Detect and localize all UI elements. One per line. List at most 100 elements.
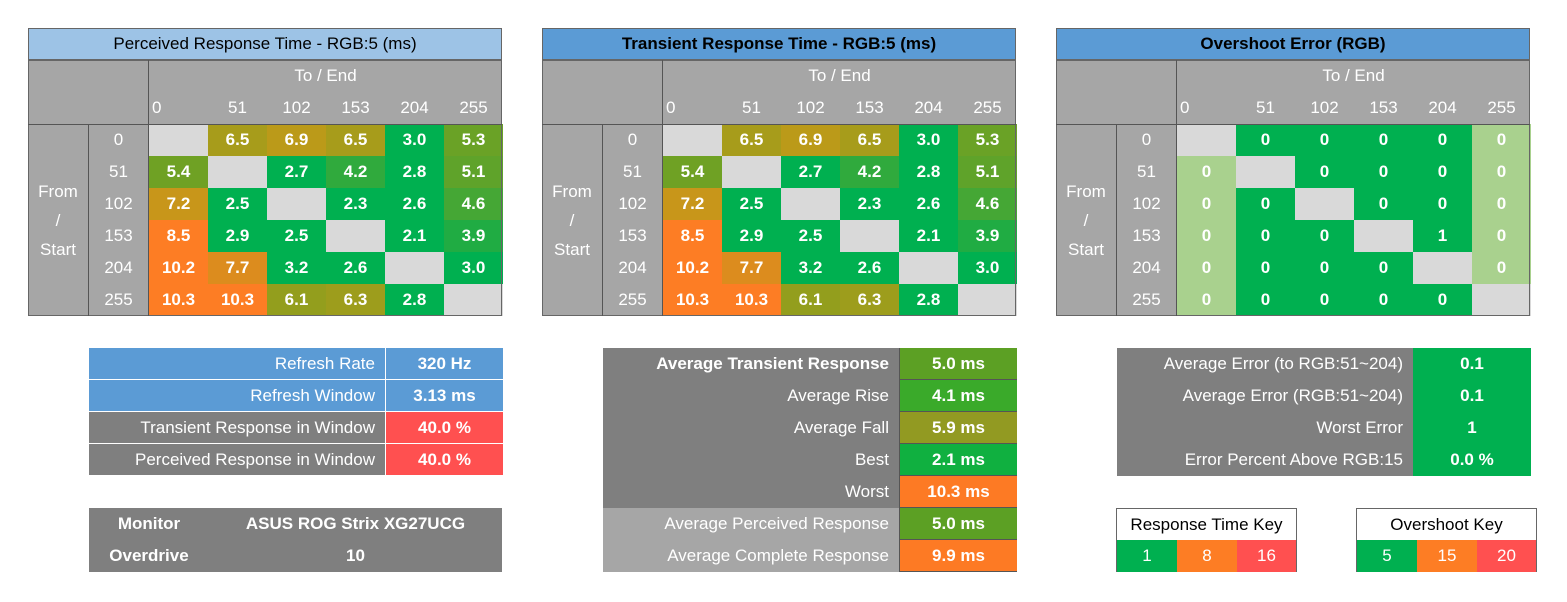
matrix-diagonal-cell — [1354, 220, 1413, 252]
matrix-value-cell: 6.3 — [326, 284, 385, 316]
matrix-value-cell: 0 — [1354, 252, 1413, 284]
matrix-separator — [88, 124, 89, 316]
matrix-value-cell: 10.3 — [663, 284, 722, 316]
matrix-value-cell: 6.5 — [326, 124, 385, 156]
error-row-value: 0.1 — [1413, 348, 1531, 380]
matrix-value-cell: 3.9 — [444, 220, 503, 252]
error-row: Average Error (RGB:51~204) 0.1 — [1117, 380, 1531, 412]
average-row: Average Fall 5.9 ms — [603, 412, 1017, 444]
matrix-value-cell: 0 — [1472, 252, 1531, 284]
average-row-label: Average Perceived Response — [603, 508, 899, 540]
row-level-label: 255 — [618, 290, 647, 309]
matrix-value-cell: 3.2 — [267, 252, 326, 284]
matrix-value-cell: 0 — [1236, 252, 1295, 284]
matrix-value-cell: 4.2 — [840, 156, 899, 188]
monitor-table: Monitor ASUS ROG Strix XG27UCG Overdrive… — [89, 508, 502, 572]
column-level-label: 0 — [152, 98, 162, 117]
error-row-label: Average Error (RGB:51~204) — [1117, 380, 1413, 412]
error-row-label: Worst Error — [1117, 412, 1413, 444]
column-level-label: 153 — [1369, 98, 1398, 117]
perceived-response-matrix: Perceived Response Time - RGB:5 (ms) To /… — [28, 28, 508, 318]
column-level-label: 102 — [796, 98, 825, 117]
from-start-word: From — [38, 181, 78, 201]
average-row: Average Perceived Response 5.0 ms — [603, 508, 1017, 540]
overdrive-label: Overdrive — [109, 546, 189, 565]
column-level-label: 204 — [1428, 98, 1457, 117]
row-level-label: 204 — [104, 258, 133, 277]
overshoot-key: Overshoot Key 5 15 20 — [1356, 508, 1537, 572]
matrix-value-cell: 4.6 — [958, 188, 1017, 220]
row-level-label: 153 — [1132, 226, 1161, 245]
matrix-value-cell: 0 — [1236, 124, 1295, 156]
refresh-row-label: Perceived Response in Window — [89, 444, 385, 476]
matrix-value-cell: 6.5 — [208, 124, 267, 156]
matrix-value-cell: 10.2 — [149, 252, 208, 284]
from-start-label: From / Start — [542, 124, 602, 316]
matrix-value-cell: 2.1 — [385, 220, 444, 252]
row-level-label: 153 — [618, 226, 647, 245]
overshoot-key-item-20: 20 — [1477, 540, 1536, 572]
overshoot-key-title: Overshoot Key — [1390, 514, 1503, 534]
matrix-value-cell: 4.6 — [444, 188, 503, 220]
monitor-label: Monitor — [117, 514, 181, 533]
refresh-table: Refresh Rate 320 Hz Refresh Window 3.13 ms T… — [89, 348, 503, 476]
matrix-value-cell: 5.3 — [444, 124, 503, 156]
matrix-diagonal-cell — [326, 220, 385, 252]
matrix-value-cell: 0 — [1472, 124, 1531, 156]
matrix-value-cell: 0 — [1413, 284, 1472, 316]
row-level-label: 204 — [618, 258, 647, 277]
overshoot-error-matrix: Overshoot Error (RGB) To / End 0 51 102 153 20… — [1056, 28, 1536, 318]
from-start-word: / — [55, 210, 61, 230]
average-row: Average Rise 4.1 ms — [603, 380, 1017, 412]
matrix-value-cell: 2.5 — [781, 220, 840, 252]
error-row-label: Average Error (to RGB:51~204) — [1117, 348, 1413, 380]
error-row: Error Percent Above RGB:15 0.0 % — [1117, 444, 1531, 476]
matrix-value-cell: 0 — [1354, 156, 1413, 188]
matrix-value-cell: 10.3 — [208, 284, 267, 316]
matrix-value-cell: 3.0 — [444, 252, 503, 284]
refresh-row-label: Refresh Window — [89, 380, 385, 412]
error-row-value: 0.0 % — [1413, 444, 1531, 476]
matrix-title: Overshoot Error (RGB) — [1056, 28, 1530, 60]
overdrive-value: 10 — [346, 546, 365, 565]
matrix-title: Transient Response Time - RGB:5 (ms) — [542, 28, 1016, 60]
row-level-label: 102 — [1132, 194, 1161, 213]
matrix-value-cell: 0 — [1177, 220, 1236, 252]
column-level-label: 204 — [914, 98, 943, 117]
overshoot-key-item-5: 5 — [1357, 540, 1417, 572]
matrix-value-cell: 2.3 — [326, 188, 385, 220]
matrix-value-cell: 0 — [1413, 188, 1472, 220]
overshoot-key-item-15: 15 — [1417, 540, 1477, 572]
matrix-value-cell: 10.3 — [722, 284, 781, 316]
row-level-label: 102 — [618, 194, 647, 213]
matrix-value-cell: 0 — [1413, 156, 1472, 188]
matrix-value-cell: 2.5 — [722, 188, 781, 220]
row-level-label: 102 — [104, 194, 133, 213]
matrix-value-cell: 0 — [1295, 220, 1354, 252]
column-level-label: 51 — [228, 98, 247, 117]
matrix-value-cell: 0 — [1236, 188, 1295, 220]
average-row: Worst 10.3 ms — [603, 476, 1017, 508]
column-level-label: 102 — [282, 98, 311, 117]
row-level-label: 0 — [1141, 130, 1152, 149]
average-row: Average Transient Response 5.0 ms — [603, 348, 1017, 380]
average-row-label: Average Transient Response — [603, 348, 899, 380]
matrix-value-cell: 0 — [1177, 156, 1236, 188]
matrix-value-cell: 2.6 — [840, 252, 899, 284]
matrix-value-cell: 2.3 — [840, 188, 899, 220]
matrix-value-cell: 6.9 — [267, 124, 326, 156]
matrix-value-cell: 2.5 — [267, 220, 326, 252]
from-start-label: From / Start — [1056, 124, 1116, 316]
column-level-label: 255 — [1487, 98, 1516, 117]
error-row: Average Error (to RGB:51~204) 0.1 — [1117, 348, 1531, 380]
matrix-diagonal-cell — [781, 188, 840, 220]
matrix-value-cell: 0 — [1354, 188, 1413, 220]
matrix-value-cell: 3.0 — [899, 124, 958, 156]
row-level-label: 204 — [1132, 258, 1161, 277]
matrix-value-cell: 0 — [1177, 252, 1236, 284]
matrix-diagonal-cell — [958, 284, 1017, 316]
matrix-value-cell: 0 — [1354, 124, 1413, 156]
average-row-label: Worst — [603, 476, 899, 508]
from-start-word: From — [552, 181, 592, 201]
refresh-row: Transient Response in Window 40.0 % — [89, 412, 503, 444]
